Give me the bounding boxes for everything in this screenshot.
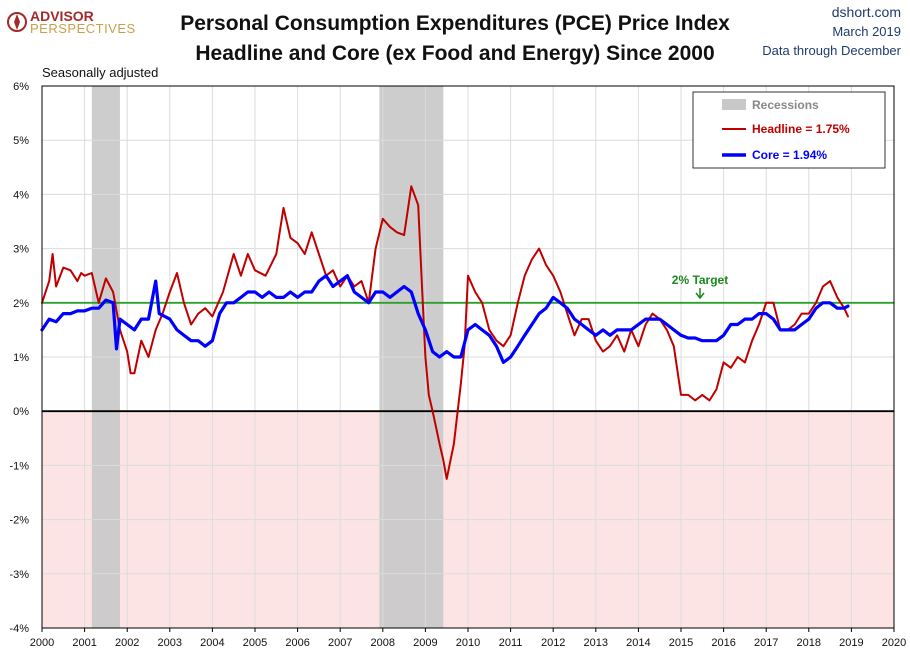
source-coverage: Data through December (762, 43, 901, 58)
x-tick-label-2017: 2017 (754, 637, 778, 649)
x-tick-label-2003: 2003 (158, 637, 182, 649)
legend-recessions-label: Recessions (752, 98, 819, 112)
y-tick-label-10: -3% (9, 569, 29, 581)
x-tick-label-2004: 2004 (200, 637, 224, 649)
chart-title: Personal Consumption Expenditures (PCE) … (180, 12, 730, 35)
x-tick-label-2002: 2002 (115, 637, 139, 649)
x-tick-label-2014: 2014 (626, 637, 650, 649)
source-date: March 2019 (832, 24, 901, 39)
target-arrow-icon (696, 288, 704, 298)
legend-core-label: Core = 1.94% (752, 148, 827, 162)
x-tick-label-2000: 2000 (30, 637, 54, 649)
y-tick-label-6: 1% (13, 352, 29, 364)
target-annotation: 2% Target (672, 273, 728, 298)
x-tick-label-2006: 2006 (285, 637, 309, 649)
y-tick-label-2: 5% (13, 135, 29, 147)
x-tick-label-2012: 2012 (541, 637, 565, 649)
legend: Recessions Headline = 1.75% Core = 1.94% (693, 92, 885, 168)
x-tick-label-2015: 2015 (669, 637, 693, 649)
x-tick-label-2007: 2007 (328, 637, 352, 649)
x-tick-label-2013: 2013 (584, 637, 608, 649)
x-tick-label-2020: 2020 (882, 637, 906, 649)
source-site: dshort.com (832, 4, 901, 20)
target-label: 2% Target (672, 273, 728, 287)
x-tick-label-2011: 2011 (499, 637, 523, 649)
chart-subtitle: Headline and Core (ex Food and Energy) S… (195, 42, 714, 65)
x-tick-label-2009: 2009 (413, 637, 437, 649)
x-tick-label-2008: 2008 (371, 637, 395, 649)
x-tick-label-2016: 2016 (711, 637, 735, 649)
y-tick-label-11: -4% (9, 623, 29, 635)
legend-headline-label: Headline = 1.75% (752, 122, 850, 136)
y-tick-label-7: 0% (13, 406, 29, 418)
x-tick-label-2010: 2010 (456, 637, 480, 649)
y-tick-label-3: 4% (13, 189, 29, 201)
y-tick-label-5: 2% (13, 298, 29, 310)
y-tick-label-4: 3% (13, 244, 29, 256)
series-line-core (42, 276, 848, 363)
x-tick-label-2001: 2001 (72, 637, 96, 649)
logo: ADVISOR PERSPECTIVES (8, 8, 136, 36)
legend-recession-swatch (722, 99, 746, 110)
x-tick-label-2018: 2018 (797, 637, 821, 649)
seasonal-note: Seasonally adjusted (42, 65, 158, 80)
x-tick-label-2019: 2019 (839, 637, 863, 649)
logo-compass-needle (14, 14, 20, 30)
y-tick-label-8: -1% (9, 460, 29, 472)
logo-line2: PERSPECTIVES (30, 21, 136, 36)
x-tick-label-2005: 2005 (243, 637, 267, 649)
y-tick-label-9: -2% (9, 515, 29, 527)
y-tick-label-1: 6% (13, 81, 29, 93)
